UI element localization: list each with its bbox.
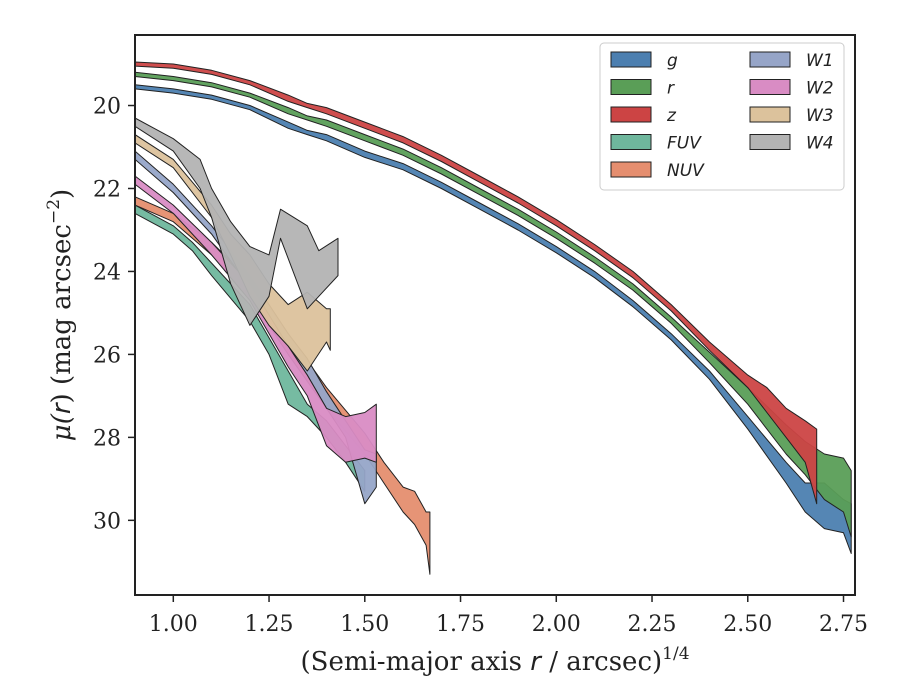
series-band-g xyxy=(135,84,852,554)
series-bands xyxy=(135,61,852,575)
y-tick-label: 28 xyxy=(93,426,121,451)
x-tick-label: 1.75 xyxy=(436,612,485,637)
y-axis-label: μ(r) (mag arcsec−2) xyxy=(44,189,77,441)
x-axis-label-sup: 1/4 xyxy=(662,644,689,664)
y-axis-label-var: r xyxy=(47,401,77,414)
series-band-r xyxy=(135,71,852,538)
y-axis: 20 22 24 26 28 30 xyxy=(93,95,135,534)
y-tick-label: 26 xyxy=(93,343,121,368)
x-tick-label: 2.00 xyxy=(532,612,581,637)
legend-swatch-r xyxy=(610,79,652,95)
y-tick-label: 20 xyxy=(93,95,121,120)
x-tick-label: 1.00 xyxy=(149,612,198,637)
legend-swatch-g xyxy=(610,51,652,68)
legend-swatch-fuv xyxy=(610,134,652,150)
legend-label-r: r xyxy=(667,79,675,99)
legend-swatch-z xyxy=(610,106,652,123)
x-axis-label: (Semi-major axis r / arcsec)1/4 xyxy=(300,644,689,677)
y-tick-label: 24 xyxy=(93,260,121,285)
x-axis-label-var: r xyxy=(530,647,543,677)
legend-swatch-nuv xyxy=(610,161,652,178)
legend-label-w2: W2 xyxy=(806,79,834,99)
x-axis: 1.00 1.25 1.50 1.75 2.00 2.25 2.50 2.75 xyxy=(149,595,868,637)
x-axis-label-main: (Semi-major axis xyxy=(300,647,530,677)
legend-label-z: z xyxy=(666,106,677,126)
legend-swatch-w4 xyxy=(749,134,791,150)
x-tick-label: 2.75 xyxy=(819,612,868,637)
y-axis-label-pre: μ( xyxy=(47,413,77,441)
plot-frame xyxy=(134,34,856,596)
series-band-w4 xyxy=(135,117,339,326)
legend-label-nuv: NUV xyxy=(667,161,705,181)
x-tick-label: 1.25 xyxy=(245,612,294,637)
x-axis-label-post: / arcsec) xyxy=(541,647,662,677)
y-tick-label: 30 xyxy=(93,509,121,534)
y-tick-label: 22 xyxy=(93,177,121,202)
y-axis-label-post: ) (mag arcsec xyxy=(47,224,77,403)
legend-swatch-w1 xyxy=(749,51,791,68)
y-axis-label-close: ) xyxy=(47,189,77,199)
legend-label-fuv: FUV xyxy=(667,134,702,154)
legend-swatch-w3 xyxy=(749,106,791,123)
legend-label-w1: W1 xyxy=(806,51,834,71)
legend-label-w4: W4 xyxy=(806,134,834,154)
series-band-z xyxy=(135,61,818,505)
legend-swatch-w2 xyxy=(749,79,791,95)
x-tick-label: 1.50 xyxy=(340,612,389,637)
x-tick-label: 2.50 xyxy=(723,612,772,637)
x-tick-label: 2.25 xyxy=(628,612,677,637)
legend-label-g: g xyxy=(667,51,678,71)
legend: grz FUV NUV W1 W2 W3 W4 xyxy=(599,42,845,191)
y-axis-label-sup: −2 xyxy=(44,199,64,224)
legend-label-w3: W3 xyxy=(806,106,834,126)
